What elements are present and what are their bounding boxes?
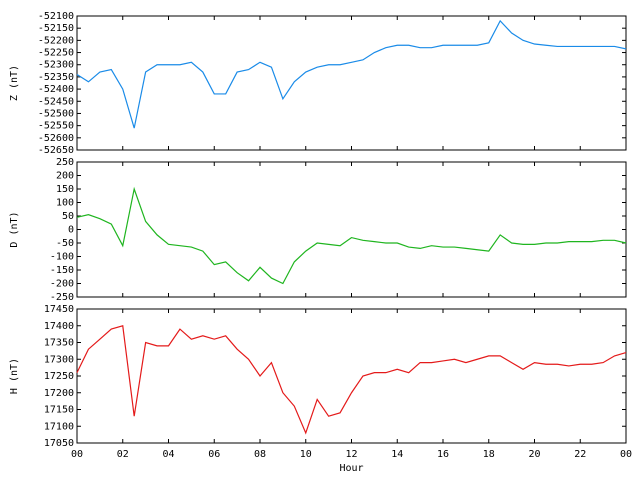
y-tick-label: -50 [56, 238, 74, 249]
y-tick-label: -52250 [38, 48, 74, 59]
data-line [76, 186, 627, 285]
x-tick-label: 08 [254, 449, 266, 460]
plot-frame [76, 308, 627, 444]
y-tick-label: -100 [50, 252, 74, 263]
y-tick-label: -52550 [38, 121, 74, 132]
y-tick-label: -52450 [38, 96, 74, 107]
y-axis-label: D (nT) [9, 211, 20, 247]
y-tick-label: 17250 [44, 371, 74, 382]
y-tick-label: 17400 [44, 321, 74, 332]
y-tick-label: -52200 [38, 35, 74, 46]
x-axis-label: Hour [339, 463, 363, 474]
x-tick-label: 02 [117, 449, 129, 460]
x-tick-label: 22 [574, 449, 586, 460]
y-tick-label: -52350 [38, 72, 74, 83]
y-tick-label: -200 [50, 279, 74, 290]
y-tick-label: -52650 [38, 145, 74, 156]
x-tick-label: 18 [483, 449, 495, 460]
data-line [76, 19, 627, 129]
y-tick-label: 150 [56, 184, 74, 195]
data-line [76, 324, 627, 435]
y-tick-label: -52400 [38, 84, 74, 95]
x-tick-label: 00 [620, 449, 632, 460]
y-tick-label: 17300 [44, 354, 74, 365]
x-tick-label: 16 [437, 449, 449, 460]
y-tick-label: -250 [50, 292, 74, 303]
y-tick-label: 100 [56, 198, 74, 209]
y-tick-label: -52600 [38, 133, 74, 144]
y-tick-label: 17350 [44, 338, 74, 349]
x-tick-label: 12 [345, 449, 357, 460]
x-tick-label: 20 [528, 449, 540, 460]
y-tick-label: 200 [56, 171, 74, 182]
x-tick-label: 06 [208, 449, 220, 460]
plot-frame [76, 15, 627, 151]
y-tick-label: -150 [50, 265, 74, 276]
y-tick-label: -52500 [38, 108, 74, 119]
y-tick-label: 250 [56, 157, 74, 168]
y-axis-label: H (nT) [9, 358, 20, 394]
y-axis-label: Z (nT) [9, 65, 20, 101]
y-tick-label: -52150 [38, 23, 74, 34]
x-tick-label: 14 [391, 449, 403, 460]
y-tick-label: 17150 [44, 405, 74, 416]
x-tick-label: 00 [71, 449, 83, 460]
y-tick-label: -52300 [38, 60, 74, 71]
y-tick-label: 17050 [44, 438, 74, 449]
y-tick-label: 17200 [44, 388, 74, 399]
x-tick-label: 10 [300, 449, 312, 460]
plot-frame [76, 161, 627, 298]
y-tick-label: 17450 [44, 304, 74, 315]
y-tick-label: 50 [62, 211, 74, 222]
y-tick-label: 0 [68, 225, 74, 236]
x-tick-label: 04 [162, 449, 174, 460]
y-tick-label: -52100 [38, 11, 74, 22]
y-tick-label: 17100 [44, 421, 74, 432]
